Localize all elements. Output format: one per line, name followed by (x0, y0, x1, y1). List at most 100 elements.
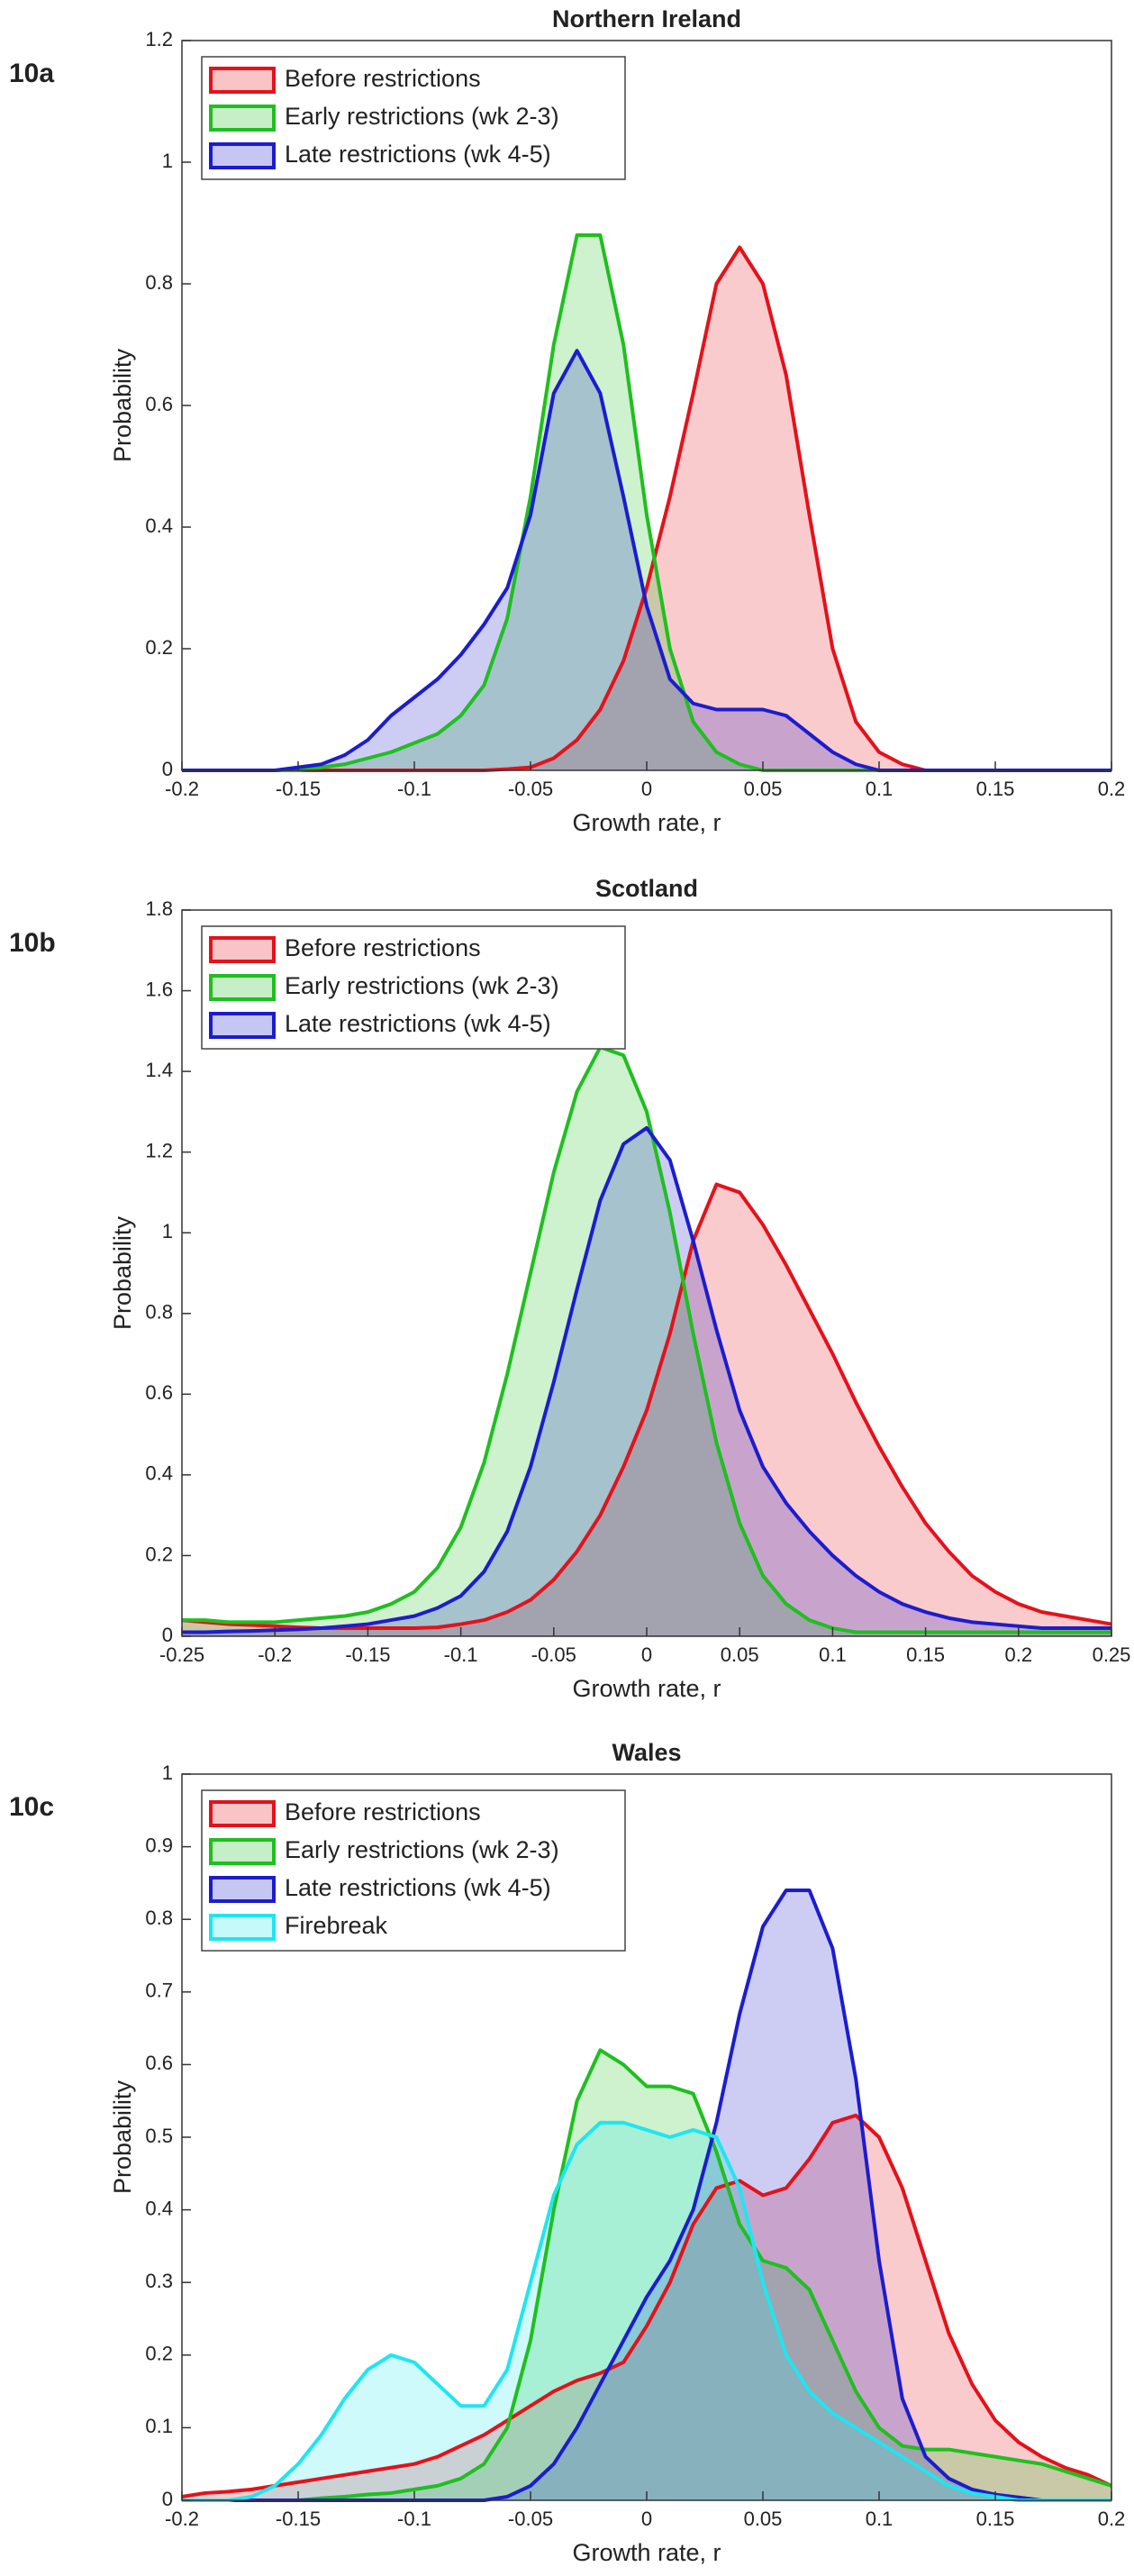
x-tick-label: -0.2 (258, 1643, 292, 1666)
y-tick-label: 0 (162, 1624, 173, 1646)
area-fill (182, 2050, 1111, 2500)
x-tick-label: -0.05 (508, 778, 553, 800)
y-axis-label: Probability (109, 348, 136, 462)
panel-label: 10c (9, 1792, 54, 1822)
area-line (182, 2120, 1111, 2502)
legend-swatch (209, 105, 276, 132)
area-line (182, 1045, 1111, 1634)
x-tick-label: 0 (641, 2508, 652, 2530)
y-tick-label: 0.5 (145, 2125, 173, 2147)
chart-title: Wales (612, 1739, 681, 1766)
x-tick-label: 0 (641, 778, 652, 800)
area-fill (182, 2115, 1111, 2500)
x-tick-label: 0.1 (866, 2508, 894, 2530)
y-axis-label: Probability (109, 1215, 136, 1330)
y-tick-label: 0.9 (145, 1834, 173, 1856)
area-fill (182, 1127, 1111, 1636)
area-fill (182, 1047, 1111, 1636)
y-tick-label: 0.8 (145, 1907, 173, 1929)
y-tick-label: 0 (162, 758, 173, 780)
x-tick-label: -0.15 (345, 1643, 390, 1666)
x-tick-label: -0.15 (276, 2508, 321, 2530)
x-tick-label: -0.2 (165, 2508, 199, 2530)
legend-label: Before restrictions (285, 65, 481, 92)
y-tick-label: 1 (162, 1220, 173, 1242)
y-tick-label: 0.2 (145, 636, 173, 659)
x-tick-label: 0.2 (1098, 778, 1126, 800)
x-tick-label: -0.2 (165, 778, 199, 800)
legend-label: Early restrictions (wk 2-3) (285, 1836, 559, 1863)
x-tick-label: 0.2 (1098, 2508, 1126, 2530)
x-tick-label: -0.1 (397, 2508, 431, 2530)
x-tick-label: 0.15 (906, 1643, 945, 1666)
y-tick-label: 0.4 (145, 1462, 173, 1485)
legend-label: Before restrictions (285, 1798, 481, 1825)
chart-panel: 10a Northern Ireland -0.2 -0.15 -0.1 -0.05 0 0.… (9, 5, 1125, 836)
area-line (182, 2048, 1112, 2502)
x-axis-label: Growth rate, r (572, 1675, 721, 1702)
x-tick-label: -0.1 (444, 1643, 478, 1666)
chart-title: Scotland (595, 875, 698, 902)
legend-swatch (209, 142, 276, 169)
x-tick-label: -0.15 (276, 778, 321, 800)
legend-swatch (209, 1876, 276, 1903)
y-tick-label: 0.4 (145, 2197, 173, 2219)
area-fill (182, 247, 1111, 770)
y-tick-label: 0.7 (145, 1980, 173, 2002)
legend-label: Early restrictions (wk 2-3) (285, 103, 559, 130)
y-tick-label: 0.6 (145, 2052, 173, 2074)
y-tick-label: 0.8 (145, 1301, 173, 1324)
y-tick-label: 0.2 (145, 1543, 173, 1565)
legend-swatch (209, 1012, 276, 1039)
area-fill (182, 350, 1111, 770)
x-tick-label: 0.2 (1005, 1643, 1033, 1666)
area-line (181, 2113, 1112, 2499)
legend-swatch (209, 1914, 276, 1941)
y-tick-label: 0.6 (145, 1381, 173, 1404)
y-tick-label: 0 (162, 2488, 173, 2510)
y-tick-label: 1 (162, 150, 173, 172)
x-tick-label: -0.05 (531, 1643, 576, 1666)
chart-panel: 10c Wales -0.2 -0.15 -0.1 -0.05 0 0.05 0.1 0.15 0.… (9, 1739, 1125, 2566)
x-tick-label: 0.15 (976, 2508, 1015, 2530)
legend-label: Late restrictions (wk 4-5) (285, 141, 551, 168)
legend-label: Before restrictions (285, 934, 481, 961)
y-tick-label: 0.2 (145, 2343, 173, 2365)
x-tick-label: -0.05 (508, 2508, 553, 2530)
y-axis-label: Probability (109, 2080, 136, 2194)
panel-label: 10a (9, 59, 54, 88)
y-tick-label: 1.2 (145, 1139, 173, 1161)
x-tick-label: 0.05 (721, 1643, 759, 1666)
y-tick-label: 0.1 (145, 2415, 173, 2437)
y-tick-label: 1.2 (145, 28, 173, 50)
x-tick-label: 0.05 (744, 778, 783, 800)
x-tick-label: 0.1 (866, 778, 894, 800)
legend-swatch (209, 936, 276, 963)
y-tick-label: 1.4 (145, 1059, 173, 1081)
x-tick-label: 0.15 (976, 778, 1015, 800)
chart-title: Northern Ireland (552, 5, 741, 32)
area-line (182, 1125, 1111, 1634)
legend-label: Late restrictions (wk 4-5) (285, 1874, 551, 1901)
y-tick-label: 1.6 (145, 978, 173, 1000)
y-tick-label: 0.4 (145, 514, 173, 537)
legend-label: Late restrictions (wk 4-5) (285, 1010, 551, 1037)
area-fill (182, 235, 1111, 770)
x-tick-label: -0.1 (397, 778, 431, 800)
x-tick-label: 0.25 (1093, 1643, 1131, 1666)
x-tick-label: 0.05 (744, 2508, 783, 2530)
x-tick-label: -0.25 (159, 1643, 204, 1666)
panel-label: 10b (9, 928, 56, 958)
y-tick-label: 1 (162, 1761, 173, 1784)
legend-label: Firebreak (285, 1912, 388, 1939)
y-tick-label: 0.6 (145, 393, 173, 415)
legend-swatch (209, 1838, 276, 1865)
legend-swatch (209, 1800, 276, 1827)
legend-swatch (209, 974, 276, 1001)
area-fill (182, 1889, 1111, 2500)
x-tick-label: 0.1 (819, 1643, 847, 1666)
area-fill (182, 2122, 1111, 2500)
y-tick-label: 0.3 (145, 2270, 173, 2292)
y-tick-label: 1.8 (145, 897, 173, 920)
